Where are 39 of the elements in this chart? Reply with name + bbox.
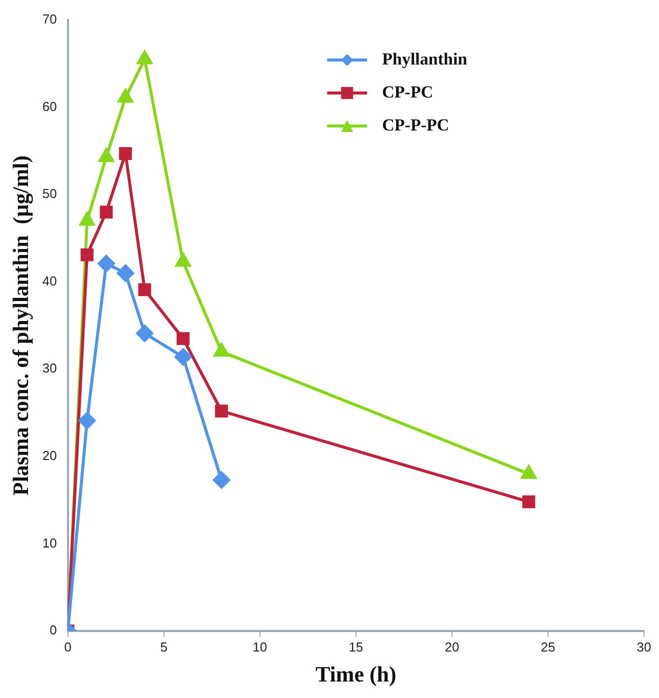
point <box>213 471 230 488</box>
point <box>137 50 152 64</box>
point <box>174 348 192 366</box>
point <box>176 253 191 267</box>
point <box>138 283 152 296</box>
point <box>98 255 115 272</box>
point <box>78 412 96 430</box>
y-tick-label: 50 <box>42 186 57 202</box>
point <box>100 206 113 218</box>
point <box>118 89 134 103</box>
point <box>214 343 230 357</box>
point <box>215 404 228 418</box>
x-tick-label: 25 <box>540 639 556 654</box>
y-tick-label: 0 <box>50 622 57 638</box>
point <box>119 147 132 160</box>
x-tick-label: 30 <box>636 639 652 654</box>
point <box>98 148 114 162</box>
y-tick-label: 60 <box>42 98 57 114</box>
point <box>80 248 94 262</box>
y-tick-label: 40 <box>42 273 57 288</box>
legend-label: CP-P-PC <box>382 115 450 134</box>
y-tick-label: 20 <box>42 448 57 464</box>
x-tick-label: 10 <box>252 639 268 654</box>
point <box>116 264 134 282</box>
x-tick-label: 0 <box>64 639 72 654</box>
legend-label: Phyllanthin <box>382 49 468 68</box>
y-tick-label: 70 <box>42 12 57 27</box>
point <box>80 212 95 226</box>
point <box>522 495 536 508</box>
point <box>136 324 154 342</box>
x-tick-label: 5 <box>160 639 168 654</box>
y-tick-label: 10 <box>42 535 57 550</box>
x-axis-title: Time (h) <box>315 661 396 686</box>
point <box>176 332 190 346</box>
legend-label: CP-PC <box>382 82 434 102</box>
x-tick-label: 20 <box>444 639 460 654</box>
x-tick-label: 15 <box>348 639 364 654</box>
y-axis-title: Plasma conc. of phyllanthin (µg/ml) <box>8 155 33 496</box>
y-tick-label: 30 <box>42 360 57 376</box>
